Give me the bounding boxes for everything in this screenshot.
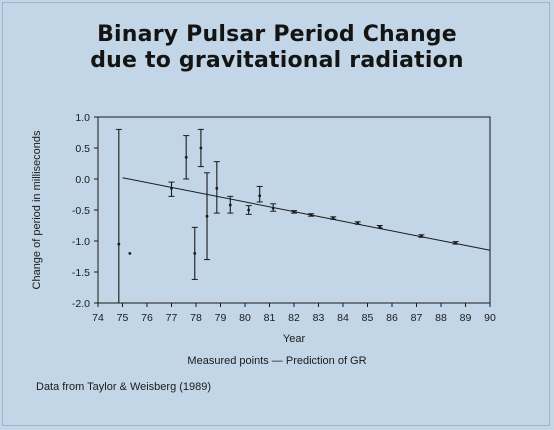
x-ticks: 74 75 76 77 78 79 80 81 82 83 84 85 86 87 88 89 90 (92, 303, 496, 324)
data-point (213, 161, 220, 214)
point-marker (199, 146, 203, 150)
data-point (308, 213, 315, 217)
x-tick-label: 81 (264, 312, 276, 324)
source-note: Data from Taylor & Weisberg (1989) (36, 381, 212, 393)
y-tick-label: -1.0 (72, 236, 90, 248)
point-marker (271, 206, 275, 210)
point-marker (378, 225, 382, 229)
data-point (376, 225, 383, 229)
x-tick-label: 89 (460, 312, 472, 324)
point-marker (258, 194, 262, 198)
data-point (291, 210, 297, 214)
x-tick-label: 90 (484, 312, 496, 324)
data-point (330, 216, 337, 220)
x-tick-label: 74 (92, 312, 104, 324)
chart-title-line2: due to gravitational radiation (90, 48, 464, 73)
point-marker (420, 234, 423, 238)
y-tick-label: 1.0 (75, 112, 90, 124)
data-point (183, 135, 190, 180)
y-ticks: 1.0 0.5 0.0 -0.5 -1.0 -1.5 -2.0 (72, 112, 98, 310)
x-tick-label: 79 (215, 312, 227, 324)
point-marker (292, 210, 296, 214)
x-tick-label: 88 (435, 312, 447, 324)
data-point (354, 221, 361, 225)
data-point (204, 172, 211, 261)
x-tick-label: 80 (239, 312, 251, 324)
x-tick-label: 83 (313, 312, 325, 324)
x-tick-label: 75 (117, 312, 129, 324)
y-tick-label: 0.5 (75, 143, 90, 155)
point-marker (170, 186, 173, 190)
data-point (270, 203, 277, 212)
y-tick-label: -0.5 (72, 205, 90, 217)
point-marker (193, 252, 197, 255)
x-tick-label: 77 (166, 312, 178, 324)
data-point (168, 181, 175, 197)
data-point (245, 205, 252, 215)
x-tick-label: 85 (362, 312, 374, 324)
data-point (227, 195, 234, 214)
point-marker (184, 155, 188, 159)
point-marker (205, 214, 209, 218)
legend-text: Measured points — Prediction of GR (187, 355, 367, 367)
point-marker (128, 252, 132, 255)
point-marker (454, 241, 458, 245)
point-marker (331, 216, 335, 220)
point-marker (356, 221, 360, 225)
x-tick-label: 86 (386, 312, 398, 324)
data-point (256, 185, 263, 203)
y-tick-label: -1.5 (72, 267, 90, 279)
figure-frame (2, 2, 550, 426)
data-point (197, 128, 204, 168)
x-tick-label: 87 (411, 312, 423, 324)
data-point (128, 252, 132, 255)
point-marker (228, 203, 232, 207)
x-tick-label: 82 (288, 312, 300, 324)
plot-area-border (97, 116, 491, 304)
data-point (452, 241, 459, 245)
measured-points (115, 128, 459, 304)
data-point (418, 234, 425, 238)
x-tick-label: 84 (337, 312, 349, 324)
x-tick-label: 78 (190, 312, 202, 324)
y-axis-label: Change of period in milliseconds (31, 130, 43, 289)
point-marker (117, 242, 121, 246)
chart-title-line1: Binary Pulsar Period Change (97, 22, 457, 47)
y-tick-label: 0.0 (75, 174, 90, 186)
point-marker (247, 208, 251, 212)
point-marker (309, 213, 313, 217)
x-tick-label: 76 (141, 312, 153, 324)
data-point (115, 128, 122, 304)
x-axis-label: Year (283, 333, 306, 345)
data-point (191, 226, 198, 280)
y-tick-label: -2.0 (72, 298, 90, 310)
gr-prediction-line (122, 177, 491, 251)
gr-prediction-line-path (122, 177, 491, 251)
point-marker (215, 186, 219, 190)
